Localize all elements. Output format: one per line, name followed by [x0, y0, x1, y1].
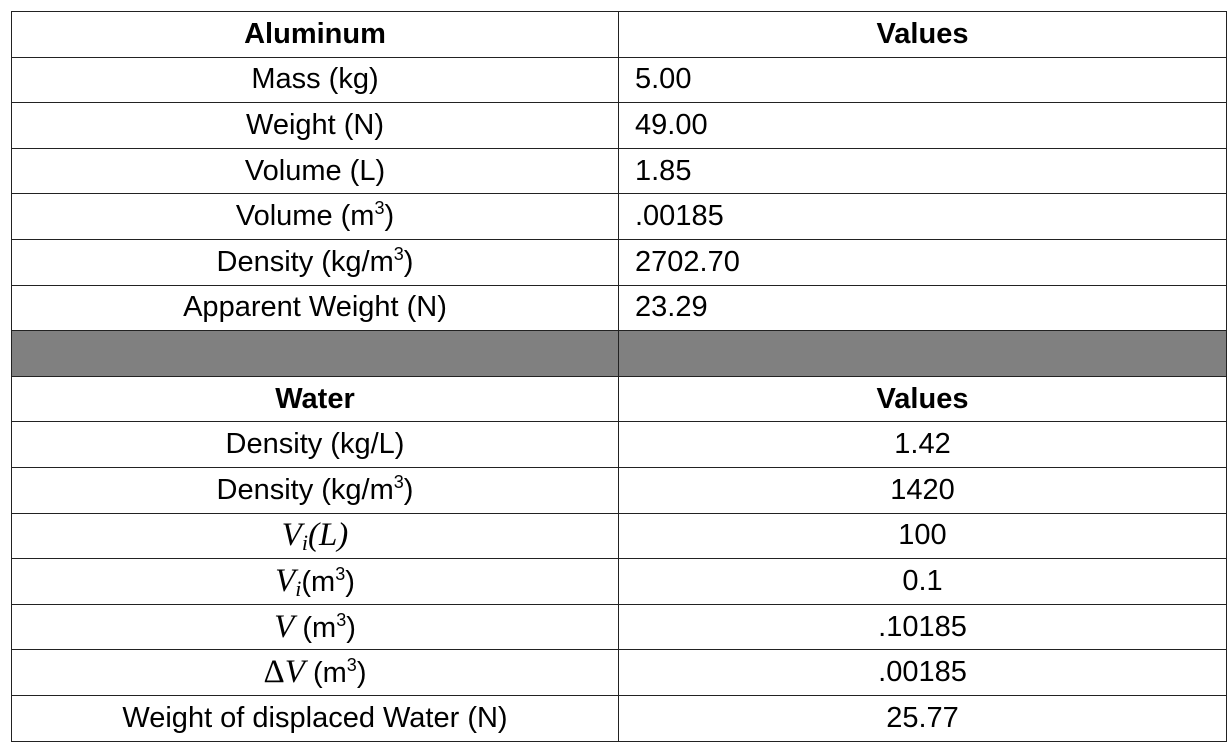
- table-row: Apparent Weight (N) 23.29: [11, 284, 1227, 332]
- label-text: Density (kg/m: [216, 473, 394, 506]
- label-text: (m: [312, 657, 347, 690]
- superscript: 3: [393, 243, 404, 264]
- separator-cell: [618, 330, 1227, 377]
- math-delta: Δ: [263, 654, 285, 691]
- superscript: 3: [336, 609, 347, 630]
- water-header-row: Water Values: [11, 375, 1227, 423]
- row-label-delta-v-m3: ΔV (m3): [11, 649, 619, 696]
- table-row: Vi(L) 100: [11, 512, 1227, 560]
- row-value-volume-l: 1.85: [618, 147, 1227, 195]
- table-row: Density (kg/m3) 2702.70: [11, 238, 1227, 286]
- row-value-volume-m3: .00185: [618, 193, 1227, 240]
- label-text: (m: [302, 611, 337, 644]
- table-row: Density (kg/L) 1.42: [11, 421, 1227, 468]
- math-expression: Vi(L): [281, 517, 349, 556]
- row-value-density: 2702.70: [618, 238, 1227, 286]
- superscript: 3: [346, 655, 357, 676]
- water-header-values: Values: [618, 375, 1227, 423]
- label-text: ): [345, 565, 355, 598]
- math-expression: ΔV: [264, 654, 305, 690]
- label-text: ): [346, 611, 356, 644]
- row-value-mass: 5.00: [618, 56, 1227, 104]
- row-label-mass: Mass (kg): [11, 56, 619, 104]
- table-row: Weight of displaced Water (N) 25.77: [11, 694, 1227, 742]
- separator-cell: [11, 330, 619, 377]
- separator-row: [11, 330, 1227, 377]
- math-symbol: V: [281, 517, 302, 554]
- row-label-density: Density (kg/m3): [11, 238, 619, 286]
- row-label-volume-l: Volume (L): [11, 147, 619, 195]
- math-symbol: V: [284, 654, 305, 691]
- row-value-weight-displaced-water: 25.77: [618, 694, 1227, 742]
- row-label-vi-l: Vi(L): [11, 512, 619, 560]
- water-header-label: Water: [11, 375, 619, 423]
- row-label-density-kg-m3: Density (kg/m3): [11, 466, 619, 514]
- row-value-apparent-weight: 23.29: [618, 284, 1227, 332]
- table-row: Vi(m3) 0.1: [11, 558, 1227, 605]
- row-value-vi-m3: 0.1: [618, 558, 1227, 605]
- aluminum-header-label: Aluminum: [11, 11, 619, 58]
- aluminum-header-row: Aluminum Values: [11, 11, 1227, 58]
- math-subscript: i: [301, 530, 308, 556]
- table-row: V (m3) .10185: [11, 603, 1227, 651]
- row-value-vi-l: 100: [618, 512, 1227, 560]
- row-label-apparent-weight: Apparent Weight (N): [11, 284, 619, 332]
- table-row: Mass (kg) 5.00: [11, 56, 1227, 104]
- row-label-weight: Weight (N): [11, 102, 619, 149]
- table-row: Volume (L) 1.85: [11, 147, 1227, 195]
- aluminum-header-values: Values: [618, 11, 1227, 58]
- math-unit: (L): [307, 517, 349, 554]
- label-text: ): [384, 200, 395, 233]
- row-value-delta-v-m3: .00185: [618, 649, 1227, 696]
- table-row: Weight (N) 49.00: [11, 102, 1227, 149]
- label-text: (m: [301, 565, 336, 598]
- row-value-density-kg-l: 1.42: [618, 421, 1227, 468]
- row-value-v-m3: .10185: [618, 603, 1227, 651]
- label-text: ): [403, 245, 414, 278]
- label-text: ): [403, 473, 414, 506]
- row-label-weight-displaced-water: Weight of displaced Water (N): [11, 694, 619, 742]
- table-row: Volume (m3) .00185: [11, 193, 1227, 240]
- math-symbol: V: [275, 562, 296, 599]
- math-subscript: i: [295, 575, 302, 601]
- table-row: ΔV (m3) .00185: [11, 649, 1227, 696]
- row-label-volume-m3: Volume (m3): [11, 193, 619, 240]
- math-expression: Vi: [275, 563, 301, 599]
- label-text: ): [356, 657, 367, 690]
- row-value-weight: 49.00: [618, 102, 1227, 149]
- row-value-density-kg-m3: 1420: [618, 466, 1227, 514]
- row-label-v-m3: V (m3): [11, 603, 619, 651]
- superscript: 3: [335, 563, 346, 584]
- data-table: Aluminum Values Mass (kg) 5.00 Weight (N…: [11, 11, 1227, 742]
- table-row: Density (kg/m3) 1420: [11, 466, 1227, 514]
- superscript: 3: [374, 198, 385, 219]
- row-label-vi-m3: Vi(m3): [11, 558, 619, 605]
- row-label-density-kg-l: Density (kg/L): [11, 421, 619, 468]
- label-text: Volume (m: [235, 200, 375, 233]
- math-symbol: V: [274, 608, 295, 645]
- superscript: 3: [393, 471, 404, 492]
- label-text: Density (kg/m: [216, 245, 394, 278]
